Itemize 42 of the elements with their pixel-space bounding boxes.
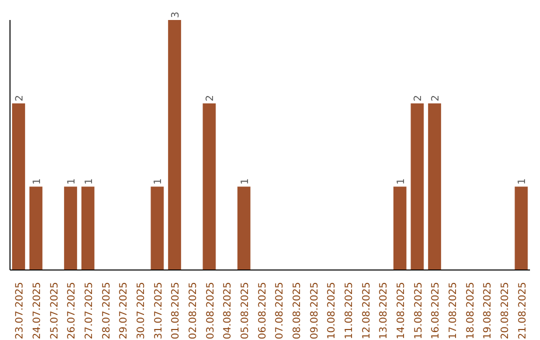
x-tick-label: 08.08.2025 [292, 282, 303, 340]
x-tick-label: 07.08.2025 [274, 282, 286, 340]
x-tick-label: 16.08.2025 [430, 282, 442, 340]
x-tick-label: 19.08.2025 [482, 282, 494, 340]
x-tick-label: 18.08.2025 [465, 282, 476, 340]
x-tick-label: 28.07.2025 [101, 282, 112, 340]
data-label: 2 [205, 94, 216, 102]
x-tick-label: 23.07.2025 [14, 282, 26, 340]
x-tick-label: 30.07.2025 [136, 282, 147, 340]
x-tick-label: 26.07.2025 [66, 282, 78, 340]
x-tick-label: 06.08.2025 [257, 282, 268, 340]
x-tick-label: 01.08.2025 [170, 282, 182, 340]
data-label: 3 [170, 12, 182, 18]
x-tick-label: 04.08.2025 [222, 282, 234, 340]
x-tick-label: 29.07.2025 [118, 282, 130, 340]
x-tick-label: 02.08.2025 [188, 282, 199, 340]
data-label: 1 [66, 178, 78, 185]
data-label: 1 [396, 178, 407, 185]
data-label: 1 [153, 178, 164, 185]
x-tick-label: 11.08.2025 [344, 282, 355, 340]
x-tick-label: 14.08.2025 [396, 282, 407, 340]
x-tick-label: 10.08.2025 [326, 282, 338, 340]
data-label: 2 [413, 94, 424, 102]
data-label: 1 [517, 178, 528, 185]
x-tick-label: 24.07.2025 [32, 282, 43, 340]
data-label: 2 [430, 94, 442, 102]
x-tick-label: 25.07.2025 [49, 282, 60, 340]
x-tick-label: 20.08.2025 [500, 282, 511, 340]
x-tick-label: 09.08.2025 [309, 282, 320, 340]
x-tick-label: 15.08.2025 [413, 282, 424, 340]
data-label: 1 [32, 178, 43, 185]
x-tick-label: 03.08.2025 [205, 282, 216, 340]
x-tick-label: 21.08.2025 [517, 282, 528, 340]
x-tick-label: 17.08.2025 [448, 282, 459, 340]
x-tick-label: 05.08.2025 [240, 282, 251, 340]
x-tick-label: 12.08.2025 [361, 282, 372, 340]
data-label: 1 [240, 178, 251, 185]
x-tick-label: 31.07.2025 [153, 282, 164, 340]
x-tick-label: 27.07.2025 [84, 282, 95, 340]
data-label: 2 [14, 94, 26, 102]
x-tick-label: 13.08.2025 [378, 282, 390, 340]
data-label: 1 [84, 178, 95, 185]
